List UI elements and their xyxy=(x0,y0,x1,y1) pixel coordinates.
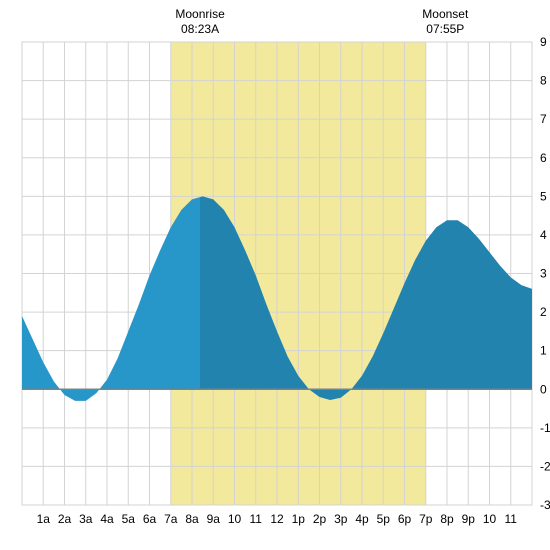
x-tick-label: 4a xyxy=(100,512,114,526)
x-tick-label: 5p xyxy=(377,512,391,526)
y-tick-label: 5 xyxy=(540,189,547,203)
y-tick-label: 4 xyxy=(540,228,547,242)
y-tick-label: 0 xyxy=(540,382,547,396)
x-tick-label: 10 xyxy=(483,512,497,526)
tide-chart: 1a2a3a4a5a6a7a8a9a1011121p2p3p4p5p6p7p8p… xyxy=(0,0,550,550)
annotation-value: 07:55P xyxy=(426,22,464,36)
x-tick-label: 10 xyxy=(228,512,242,526)
annotation-title: Moonrise xyxy=(175,7,225,21)
x-tick-label: 3a xyxy=(79,512,93,526)
x-axis-labels: 1a 2a 3a 4a 5a 6a 7a 8a 9a 10 11 12 1p 2p 3p 4p 5p 6p 7p 8p… xyxy=(37,512,518,526)
x-tick-label: 11 xyxy=(250,512,263,526)
y-tick-label: 6 xyxy=(540,151,547,165)
x-tick-label: 7p xyxy=(419,512,433,526)
annotation-value: 08:23A xyxy=(181,22,219,36)
annotation: Moonset07:55P xyxy=(422,7,469,36)
x-tick-label: 12 xyxy=(270,512,284,526)
y-tick-label: 9 xyxy=(540,35,547,49)
x-tick-label: 2a xyxy=(58,512,72,526)
y-tick-label: 3 xyxy=(540,267,547,281)
x-tick-label: 11 xyxy=(505,512,518,526)
x-tick-label: 1a xyxy=(37,512,51,526)
x-tick-label: 8p xyxy=(440,512,454,526)
x-tick-label: 2p xyxy=(313,512,327,526)
x-tick-label: 8a xyxy=(185,512,199,526)
x-tick-label: 7a xyxy=(164,512,178,526)
x-tick-label: 6p xyxy=(398,512,412,526)
x-tick-label: 4p xyxy=(355,512,369,526)
y-tick-label: 2 xyxy=(540,305,547,319)
y-tick-label: -2 xyxy=(540,459,550,473)
annotation: Moonrise08:23A xyxy=(175,7,225,36)
y-tick-label: 1 xyxy=(540,344,547,358)
x-tick-label: 9p xyxy=(462,512,476,526)
x-tick-label: 9a xyxy=(207,512,221,526)
y-tick-label: 7 xyxy=(540,112,547,126)
annotation-title: Moonset xyxy=(422,7,469,21)
x-tick-label: 5a xyxy=(122,512,136,526)
x-tick-label: 6a xyxy=(143,512,157,526)
x-tick-label: 1p xyxy=(292,512,306,526)
x-tick-label: 3p xyxy=(334,512,348,526)
y-tick-label: 8 xyxy=(540,74,547,88)
y-tick-label: -1 xyxy=(540,421,550,435)
y-tick-label: -3 xyxy=(540,498,550,512)
